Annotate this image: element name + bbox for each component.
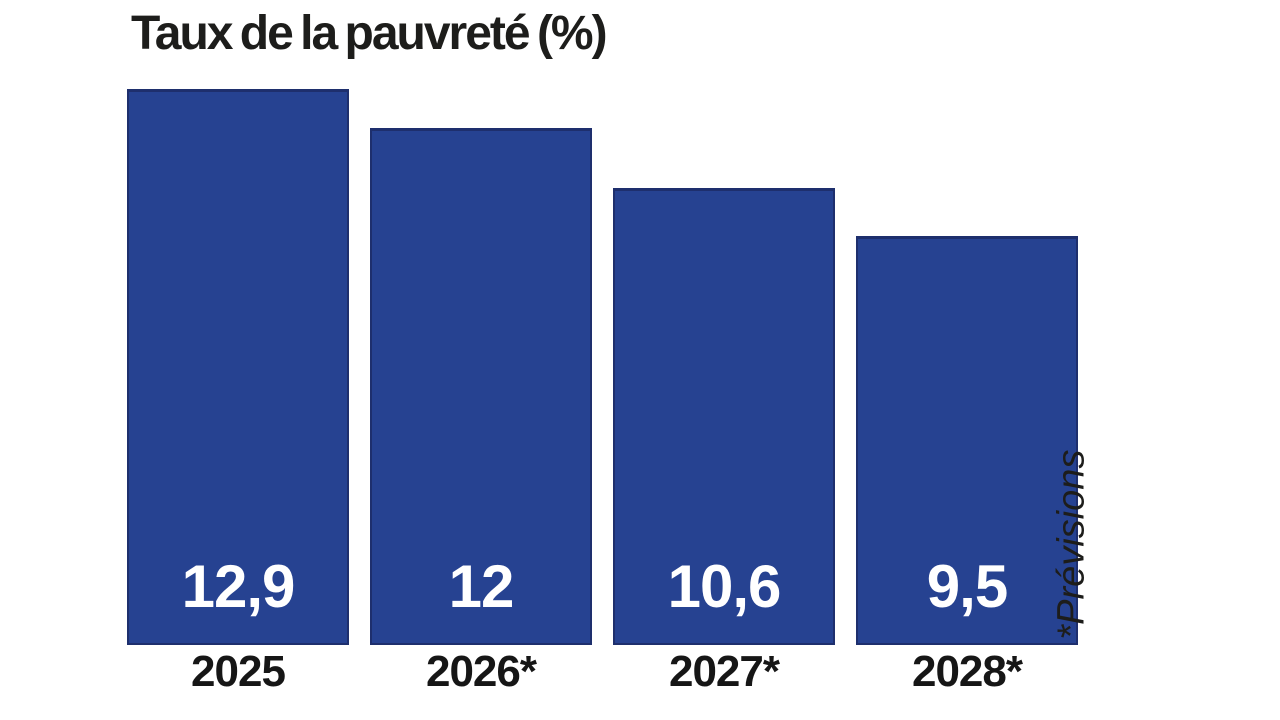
x-axis-category-label: 2025 [191,647,286,696]
forecast-footnote: *Prévisions [1050,449,1093,640]
bar: 12,9 2025 [127,89,349,694]
bar: 9,5 2028* [856,236,1078,694]
bar-value-label: 12 [448,553,515,620]
bar-value-label: 10,6 [667,553,782,620]
bar: 10,6 2027* [613,188,835,694]
x-axis-category-label: 2027* [668,647,780,696]
chart-title: Taux de la pauvreté (%) [131,7,608,60]
bar-value-label: 12,9 [181,553,296,620]
x-axis-category-label: 2028* [911,647,1023,696]
bars-row: 12,9 2025 12 2026* 10,6 2027* 9,5 2028* [127,89,1078,694]
bar: 12 2026* [370,128,592,694]
x-axis-category-label: 2026* [425,647,537,696]
bar-value-label: 9,5 [926,553,1008,620]
